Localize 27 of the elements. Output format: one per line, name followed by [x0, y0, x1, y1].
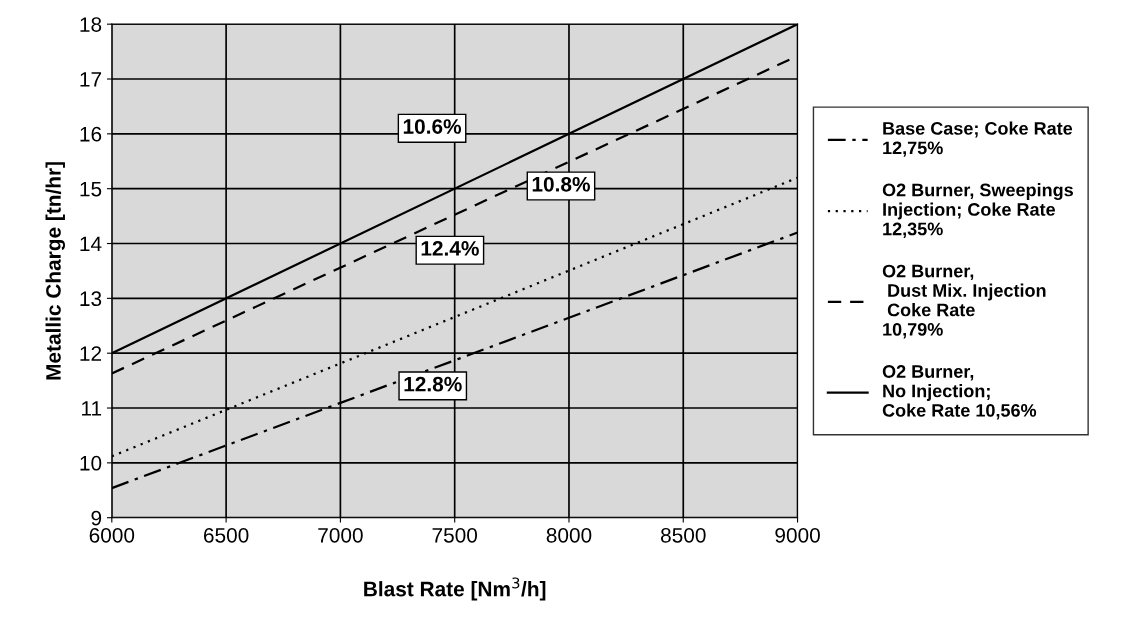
- legend-label: O2 Burner, Dust Mix. Injection Coke Rate 10,79%: [882, 264, 1046, 339]
- x-tick-label: 8000: [546, 527, 592, 543]
- legend-label: O2 Burner, No Injection; Coke Rate 10,56%: [882, 365, 1037, 420]
- legend-label: O2 Burner, Sweepings Injection; Coke Rate 12,35%: [882, 183, 1073, 238]
- x-tick-label: 7000: [318, 527, 363, 543]
- legend-label: Base Case; Coke Rate 12,75%: [883, 121, 1073, 157]
- y-tick-label: 13: [80, 291, 102, 307]
- annotation: 12.4%: [421, 241, 479, 256]
- annotation: 10.6%: [403, 119, 462, 134]
- x-tick-label: 8500: [661, 527, 706, 543]
- x-tick-label: 6500: [204, 527, 249, 543]
- y-tick-label: 17: [80, 72, 102, 87]
- annotation: 12.8%: [404, 376, 462, 392]
- x-tick-label: 6000: [89, 527, 135, 543]
- y-tick-label: 12: [80, 346, 102, 361]
- y-axis-title: Metallic Charge [tn/hr]: [45, 162, 66, 380]
- y-tick-label: 11: [82, 401, 102, 416]
- x-axis-title: Blast Rate [Nm$^{3}$/h]: [364, 577, 546, 601]
- x-tick-label: 7500: [432, 527, 478, 543]
- y-tick-label: 10: [80, 455, 102, 471]
- y-tick-label: 14: [80, 236, 102, 252]
- x-tick-label: 9000: [775, 527, 820, 543]
- y-tick-label: 18: [80, 17, 102, 32]
- annotation: 10.8%: [532, 176, 590, 192]
- y-tick-label: 9: [91, 510, 102, 526]
- y-tick-label: 15: [80, 181, 102, 197]
- y-tick-label: 16: [80, 126, 102, 142]
